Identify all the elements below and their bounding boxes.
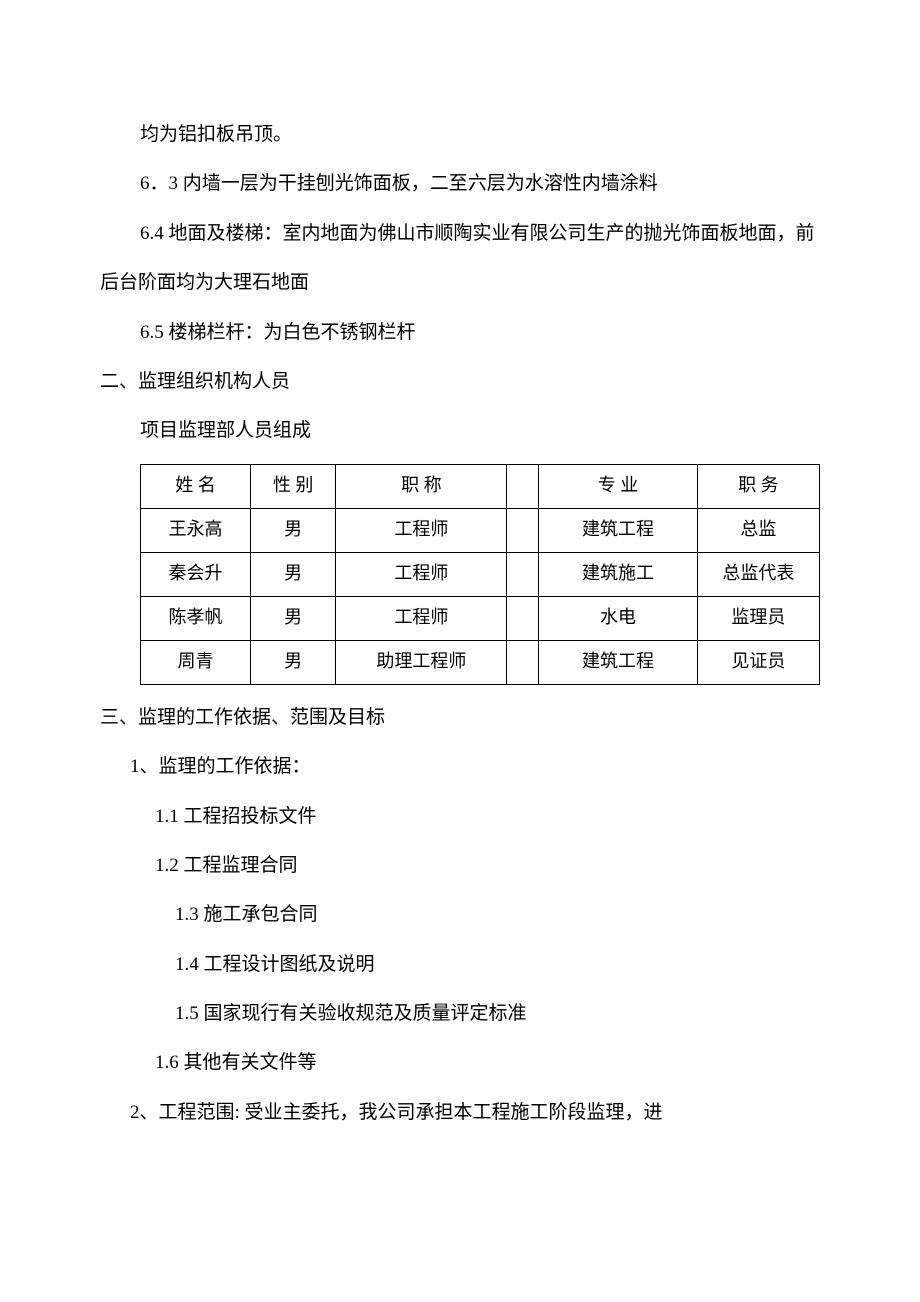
cell-name: 陈孝帆 (141, 596, 251, 640)
cell-spacer (507, 552, 539, 596)
th-name: 姓 名 (141, 464, 251, 508)
cell-major: 建筑施工 (539, 552, 698, 596)
paragraph-3-2: 2、工程范围: 受业主委托，我公司承担本工程施工阶段监理，进 (100, 1088, 820, 1137)
paragraph-3-1-5: 1.5 国家现行有关验收规范及质量评定标准 (100, 989, 820, 1038)
paragraph-3-1-3: 1.3 施工承包合同 (100, 890, 820, 939)
paragraph-6-3: 6．3 内墙一层为干挂刨光饰面板，二至六层为水溶性内墙涂料 (100, 159, 820, 208)
cell-duty: 监理员 (697, 596, 819, 640)
cell-gender: 男 (250, 552, 335, 596)
cell-gender: 男 (250, 596, 335, 640)
paragraph-3-1-6: 1.6 其他有关文件等 (100, 1038, 820, 1087)
cell-title: 工程师 (336, 596, 507, 640)
heading-section-3: 三、监理的工作依据、范围及目标 (100, 693, 820, 742)
personnel-table: 姓 名 性 别 职 称 专 业 职 务 王永高 男 工程师 建筑工程 总监 秦会… (140, 464, 820, 685)
th-title: 职 称 (336, 464, 507, 508)
cell-major: 水电 (539, 596, 698, 640)
paragraph-3-1-4: 1.4 工程设计图纸及说明 (100, 940, 820, 989)
paragraph-3-1-heading: 1、监理的工作依据： (100, 742, 820, 791)
table-row: 周青 男 助理工程师 建筑工程 见证员 (141, 640, 820, 684)
heading-section-2: 二、监理组织机构人员 (100, 357, 820, 406)
cell-title: 工程师 (336, 552, 507, 596)
paragraph-continuation: 均为铝扣板吊顶。 (100, 110, 820, 159)
paragraph-6-5: 6.5 楼梯栏杆：为白色不锈钢栏杆 (100, 308, 820, 357)
cell-name: 王永高 (141, 508, 251, 552)
table-row: 秦会升 男 工程师 建筑施工 总监代表 (141, 552, 820, 596)
paragraph-6-4: 6.4 地面及楼梯：室内地面为佛山市顺陶实业有限公司生产的抛光饰面板地面，前后台… (100, 209, 820, 308)
table-header-row: 姓 名 性 别 职 称 专 业 职 务 (141, 464, 820, 508)
th-spacer (507, 464, 539, 508)
table-row: 王永高 男 工程师 建筑工程 总监 (141, 508, 820, 552)
cell-gender: 男 (250, 508, 335, 552)
th-major: 专 业 (539, 464, 698, 508)
th-gender: 性 别 (250, 464, 335, 508)
cell-title: 工程师 (336, 508, 507, 552)
cell-spacer (507, 596, 539, 640)
th-duty: 职 务 (697, 464, 819, 508)
cell-gender: 男 (250, 640, 335, 684)
cell-spacer (507, 640, 539, 684)
cell-spacer (507, 508, 539, 552)
cell-duty: 总监代表 (697, 552, 819, 596)
table-row: 陈孝帆 男 工程师 水电 监理员 (141, 596, 820, 640)
paragraph-3-1-2: 1.2 工程监理合同 (100, 841, 820, 890)
cell-name: 秦会升 (141, 552, 251, 596)
paragraph-team-intro: 项目监理部人员组成 (100, 406, 820, 455)
cell-title: 助理工程师 (336, 640, 507, 684)
cell-duty: 总监 (697, 508, 819, 552)
paragraph-3-1-1: 1.1 工程招投标文件 (100, 792, 820, 841)
cell-duty: 见证员 (697, 640, 819, 684)
personnel-table-wrap: 姓 名 性 别 职 称 专 业 职 务 王永高 男 工程师 建筑工程 总监 秦会… (100, 464, 820, 685)
cell-major: 建筑工程 (539, 640, 698, 684)
cell-name: 周青 (141, 640, 251, 684)
cell-major: 建筑工程 (539, 508, 698, 552)
